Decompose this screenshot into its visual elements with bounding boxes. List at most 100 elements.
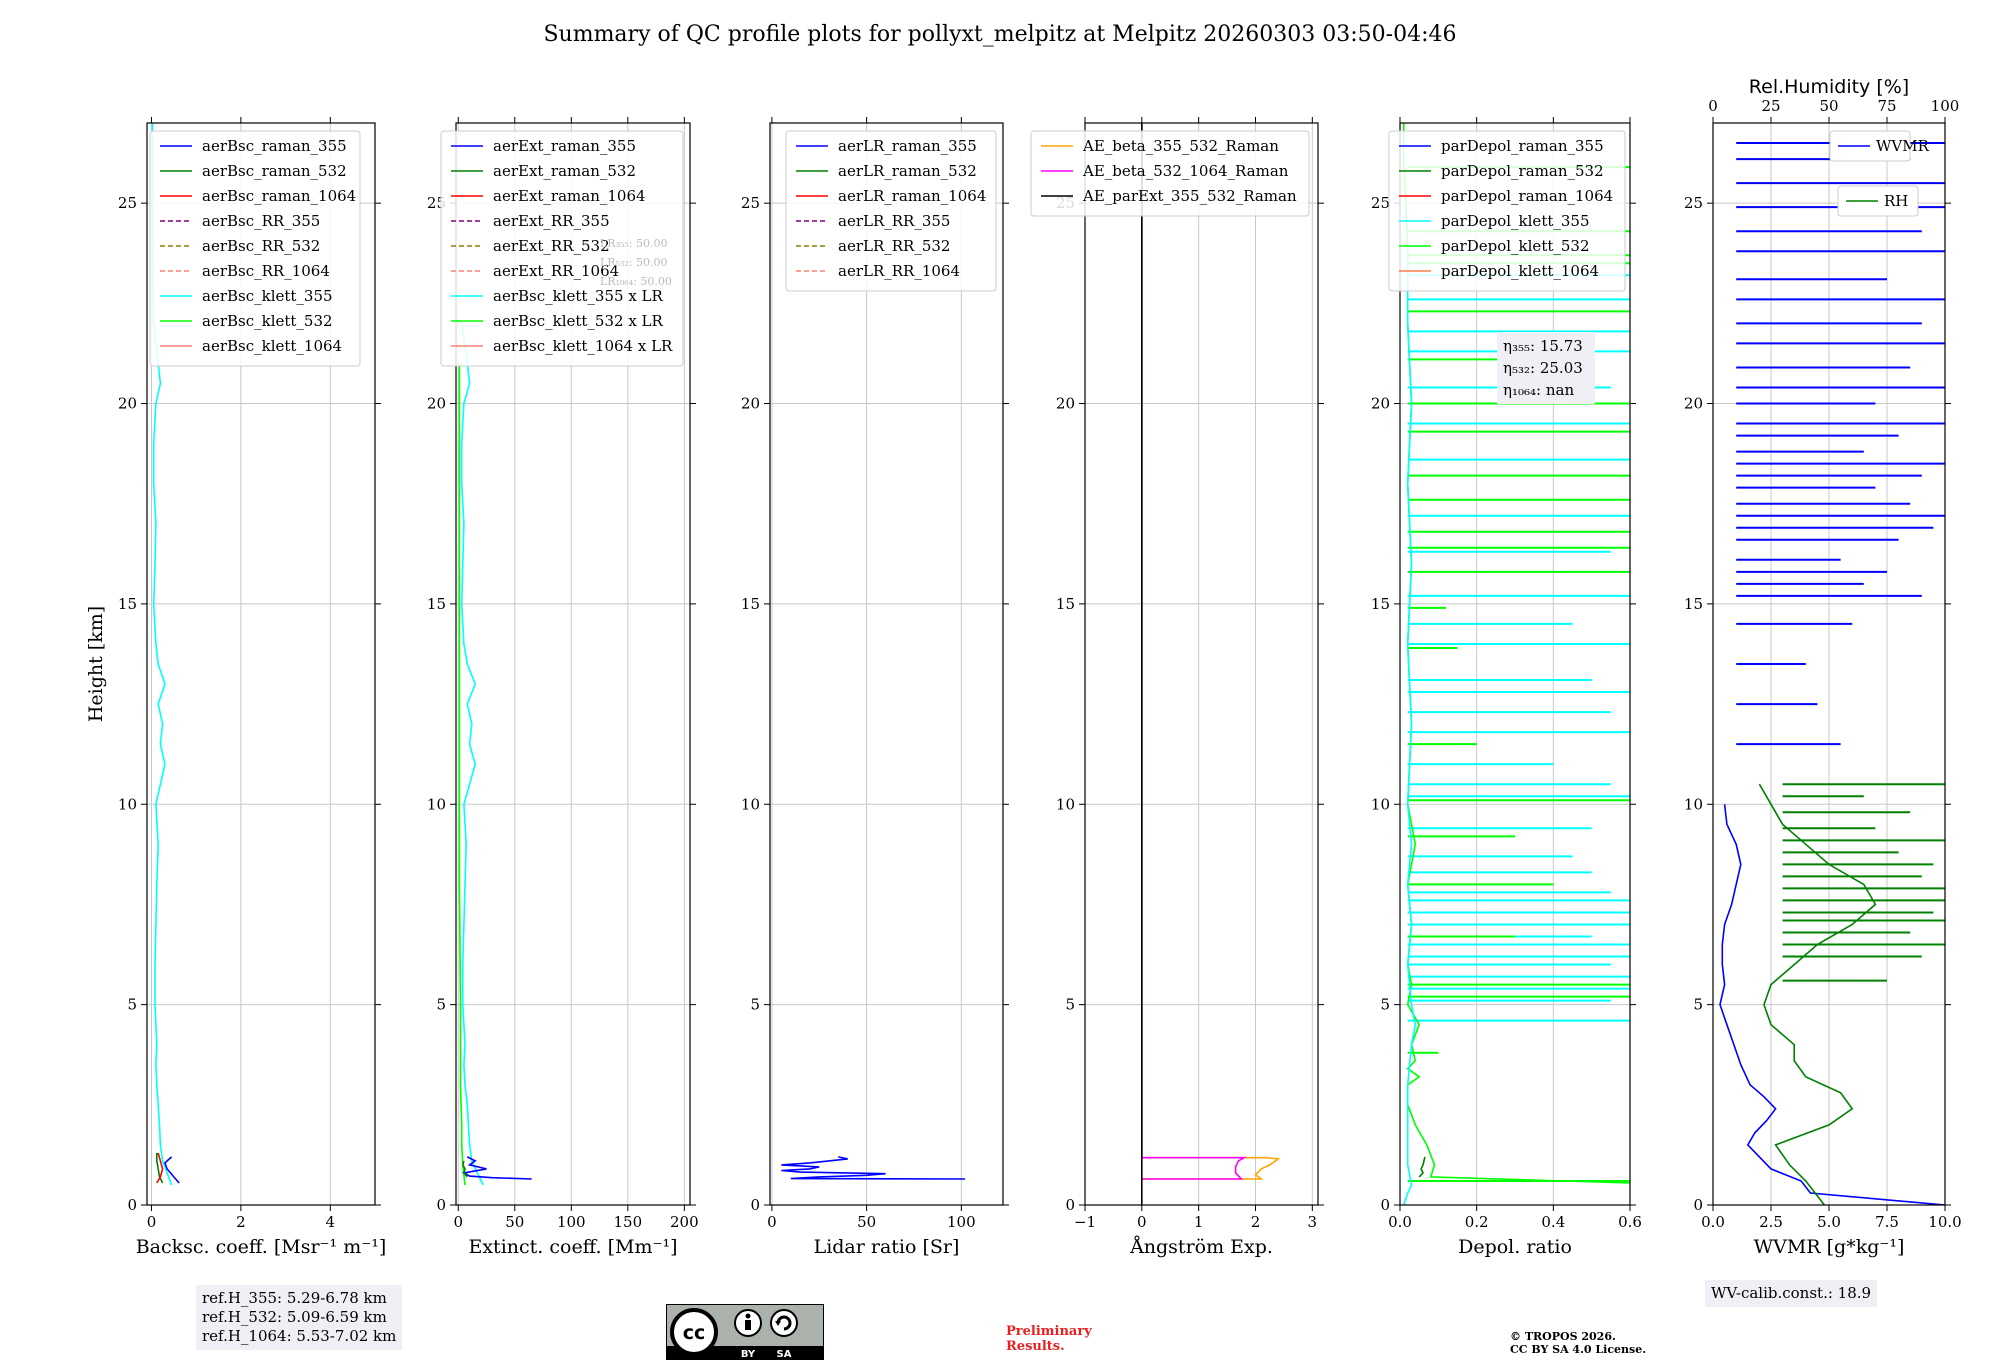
legend-label: aerExt_RR_355 <box>493 212 610 230</box>
legend-box <box>1388 130 1626 292</box>
y-tick-label: 5 <box>1693 996 1703 1014</box>
legend-box <box>785 130 997 292</box>
axes-frame <box>1399 122 1631 1206</box>
axes-frame <box>146 122 376 1206</box>
series-line <box>781 1156 966 1180</box>
x2-tick-label: 50 <box>1819 97 1838 115</box>
x2-tick-label: 0 <box>1708 97 1718 115</box>
data-layer <box>1141 123 1281 1205</box>
series-line <box>461 1156 532 1180</box>
y-tick-label: 5 <box>127 996 137 1014</box>
legend-label: aerBsc_klett_532 x LR <box>493 312 664 330</box>
x-tick-label: −1 <box>1074 1213 1096 1231</box>
y-tick-label: 20 <box>427 395 446 413</box>
eta-label: η₅₃₂: 25.03 <box>1503 359 1583 377</box>
y-tick-label: 10 <box>427 795 446 813</box>
cc-sa-label: SA <box>777 1349 792 1360</box>
y-axis-label: Height [km] <box>85 606 107 722</box>
legend-label: parDepol_raman_355 <box>1441 137 1604 155</box>
y-tick-label: 15 <box>427 595 446 613</box>
y-tick-label: 0 <box>127 1196 137 1214</box>
series-line <box>1758 783 1877 1205</box>
y-tick-label: 20 <box>118 395 137 413</box>
legend-label: aerBsc_klett_355 <box>202 287 333 305</box>
series-line <box>1418 1156 1426 1178</box>
lr-note: LR₃₅₅: 50.00 <box>600 237 668 250</box>
preliminary-note: Preliminary Results. <box>1006 1324 1092 1354</box>
preliminary-line-2: Results. <box>1006 1339 1065 1354</box>
legend-box <box>440 130 684 367</box>
data-layer <box>781 1156 966 1180</box>
y-tick-label: 15 <box>741 595 760 613</box>
legend-label: parDepol_raman_532 <box>1441 162 1604 180</box>
legend-label: parDepol_klett_1064 <box>1441 262 1599 280</box>
x-tick-label: 0 <box>453 1213 463 1231</box>
legend-label: RH <box>1884 192 1908 210</box>
y-tick-label: 15 <box>1684 595 1703 613</box>
panel-4: −101230510152025Ångström Exp.AE_beta_355… <box>1030 117 1324 1258</box>
panel-6: 0.0 2.5 5.0 7.5 10.0 0 5 10 15 20 25 WVMR [g*kg⁻¹] 0… <box>1684 76 1962 1258</box>
y-tick-label: 0 <box>1693 1196 1703 1214</box>
y-tick-label: 25 <box>1371 194 1390 212</box>
legend-label: parDepol_klett_355 <box>1441 212 1590 230</box>
panel-1: 0 2 4 0 5 10 15 20 25 Backsc. coeff. [Msr⁻¹ m⁻¹] H… <box>85 117 386 1258</box>
x-tick-label: 0 <box>147 1213 157 1231</box>
series-line <box>163 1156 180 1184</box>
x-tick-label: 200 <box>670 1213 699 1231</box>
y-tick-label: 0 <box>750 1196 760 1214</box>
y-tick-label: 15 <box>1371 595 1390 613</box>
y-tick-label: 25 <box>741 194 760 212</box>
y-tick-label: 15 <box>118 595 137 613</box>
copyright-line-1: © TROPOS 2026. <box>1510 1330 1616 1343</box>
cc-by-sa-logo: cc BY SA <box>666 1304 824 1360</box>
cc-mark: cc <box>683 1322 706 1344</box>
series-line <box>1403 243 1417 1205</box>
ref-height-1064: ref.H_1064: 5.53-7.02 km <box>202 1327 397 1345</box>
ref-height-532: ref.H_532: 5.09-6.59 km <box>202 1308 387 1326</box>
x-tick-label: 1 <box>1194 1213 1204 1231</box>
eta-box <box>1497 332 1595 404</box>
x-tick-label: 0 <box>767 1213 777 1231</box>
x-tick-label: 5.0 <box>1817 1213 1841 1231</box>
legend-label: aerExt_raman_355 <box>493 137 636 155</box>
legend-label: aerBsc_klett_1064 x LR <box>493 337 673 355</box>
legend-label: parDepol_klett_532 <box>1441 237 1590 255</box>
x-tick-label: 2 <box>1251 1213 1261 1231</box>
legend-box <box>149 130 361 367</box>
preliminary-line-1: Preliminary <box>1006 1324 1092 1339</box>
legend-label: WVMR <box>1876 137 1930 155</box>
legend-label: aerBsc_raman_532 <box>202 162 347 180</box>
legend-label: aerBsc_klett_532 <box>202 312 333 330</box>
y-tick-label: 25 <box>1684 194 1703 212</box>
legend-label: aerBsc_RR_1064 <box>202 262 330 280</box>
legend-label: aerBsc_klett_1064 <box>202 337 342 355</box>
x-tick-label: 7.5 <box>1875 1213 1899 1231</box>
eta-label: η₁₀₆₄: nan <box>1503 381 1574 399</box>
x-tick-label: 0.0 <box>1388 1213 1412 1231</box>
x-axis-label: Lidar ratio [Sr] <box>814 1236 960 1258</box>
x-tick-label: 2 <box>236 1213 246 1231</box>
wv-calib-const: WV-calib.const.: 18.9 <box>1711 1284 1872 1302</box>
legend-label: aerLR_raman_355 <box>838 137 977 155</box>
legend-label: aerLR_RR_1064 <box>838 262 960 280</box>
y-tick-label: 15 <box>1056 595 1075 613</box>
series-line <box>1141 123 1248 1180</box>
reference-height-box: ref.H_355: 5.29-6.78 km ref.H_532: 5.09-… <box>196 1285 403 1350</box>
legend-box <box>1030 130 1310 217</box>
axes-frame <box>769 122 1004 1206</box>
eta-label: η₃₅₅: 15.73 <box>1503 337 1583 355</box>
y-tick-label: 5 <box>1380 996 1390 1014</box>
chart-title: Summary of QC profile plots for pollyxt_… <box>543 22 1457 47</box>
x-tick-label: 0.2 <box>1465 1213 1489 1231</box>
y-tick-label: 5 <box>1065 996 1075 1014</box>
legend-label: aerLR_raman_532 <box>838 162 977 180</box>
x-axis-label: Ångström Exp. <box>1129 1236 1273 1258</box>
y-tick-label: 25 <box>118 194 137 212</box>
y-tick-label: 10 <box>741 795 760 813</box>
panel-5: 0.0 0.2 0.4 0.6 0 5 10 15 20 25 Depol. ratio parDep… <box>1371 117 1642 1258</box>
y-tick-label: 10 <box>1056 795 1075 813</box>
y-tick-label: 0 <box>1380 1196 1390 1214</box>
y-tick-label: 20 <box>1056 395 1075 413</box>
